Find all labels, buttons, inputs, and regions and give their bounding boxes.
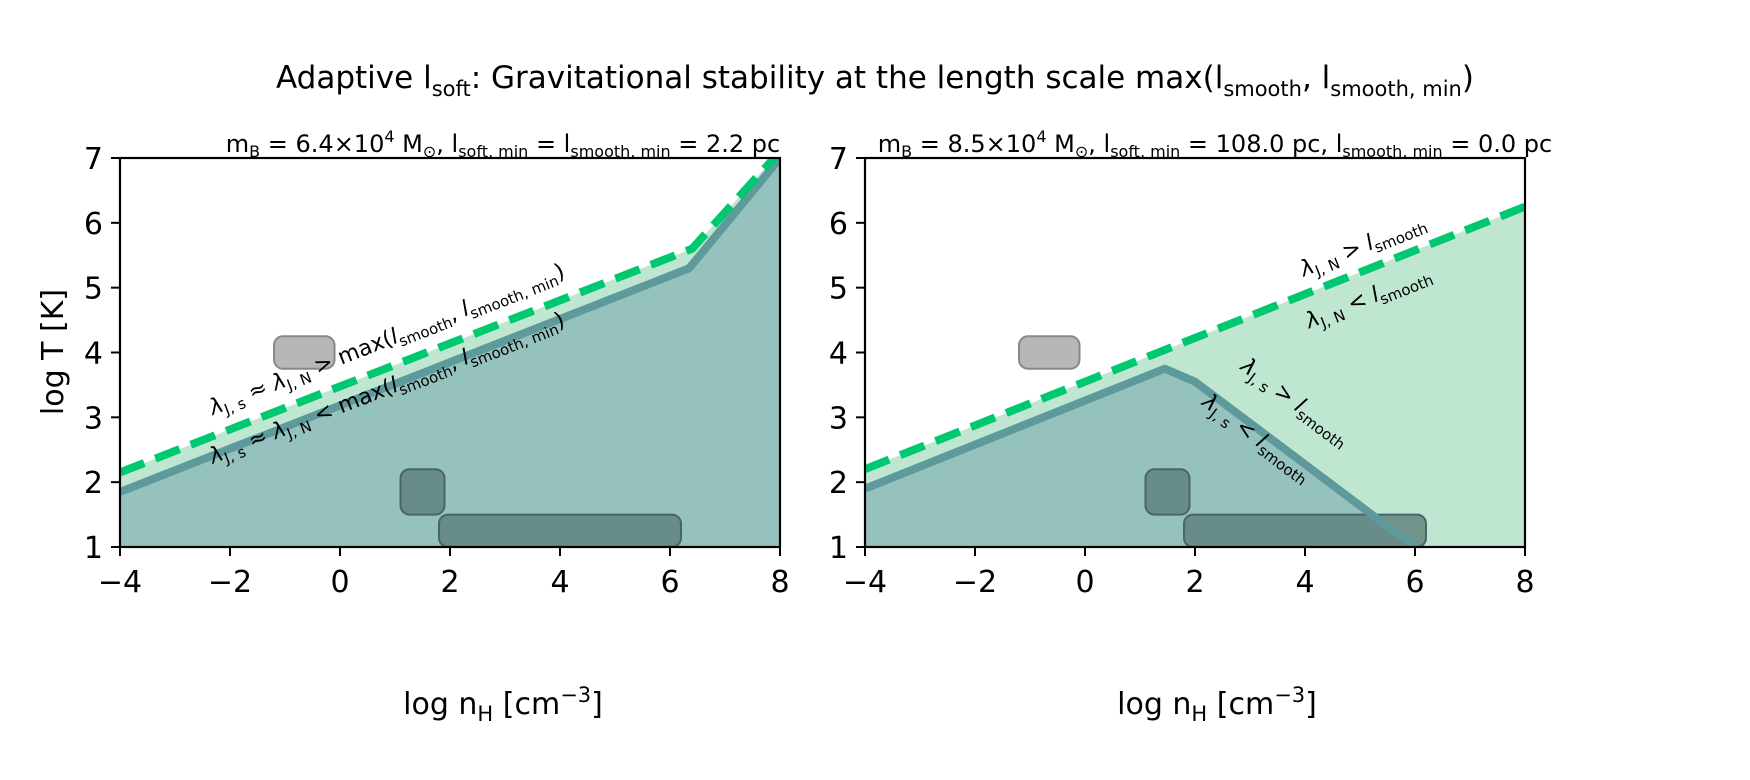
y-tick-label: 3 [84, 401, 103, 436]
panel-1-plot-area [120, 158, 780, 547]
dashed-green-line [865, 202, 1525, 473]
x-tick-label: 4 [1295, 565, 1314, 600]
y-tick-label: 5 [829, 272, 848, 307]
panel-2: −4 −2 0 2 4 6 8 1 2 3 4 5 6 7 [829, 142, 1535, 600]
figure-title: Adaptive lsoft: Gravitational stability … [276, 60, 1474, 101]
x-tick-label: −2 [953, 565, 997, 600]
y-tick-label: 1 [84, 531, 103, 566]
y-tick-label: 7 [829, 142, 848, 177]
y-tick-label: 1 [829, 531, 848, 566]
panel-2-x-axis-label: log nH [cm−3] [1117, 683, 1317, 726]
y-tick-label: 7 [84, 142, 103, 177]
x-tick-label: 4 [550, 565, 569, 600]
dark-box-2 [438, 513, 682, 547]
dark-box-1 [1144, 468, 1191, 516]
x-tick-label: 8 [770, 565, 789, 600]
x-tick-label: −4 [843, 565, 887, 600]
panel-1-title: mB = 6.4×104 M⊙, lsoft, min = lsmooth, m… [226, 127, 780, 161]
y-tick-label: 2 [829, 466, 848, 501]
dark-box-1 [399, 468, 446, 516]
light-box-0 [1018, 335, 1081, 370]
y-tick-label: 6 [84, 207, 103, 242]
x-tick-label: 0 [330, 565, 349, 600]
x-tick-label: 6 [1405, 565, 1424, 600]
y-tick-label: 3 [829, 401, 848, 436]
panel-2-plot-area [865, 202, 1525, 547]
y-tick-label: 6 [829, 207, 848, 242]
teal-boundary-line [120, 158, 780, 496]
teal-region [865, 368, 1415, 547]
x-tick-label: 2 [1185, 565, 1204, 600]
x-tick-label: −2 [208, 565, 252, 600]
panel-1: −4 −2 0 2 4 6 8 1 2 3 4 5 6 7 [84, 142, 790, 600]
x-tick-label: 0 [1075, 565, 1094, 600]
y-tick-label: 4 [84, 337, 103, 372]
teal-boundary-line [865, 364, 1418, 547]
dashed-green-line [120, 158, 780, 477]
y-tick-label: 4 [829, 337, 848, 372]
light-box-0 [273, 335, 336, 370]
y-tick-label: 2 [84, 466, 103, 501]
panel-1-x-axis-label: log nH [cm−3] [403, 683, 603, 726]
x-tick-label: 2 [440, 565, 459, 600]
y-axis-label: log T [K] [36, 289, 71, 415]
teal-region [120, 158, 780, 547]
x-tick-label: −4 [98, 565, 142, 600]
y-tick-label: 5 [84, 272, 103, 307]
x-tick-label: 6 [660, 565, 679, 600]
x-tick-label: 8 [1515, 565, 1534, 600]
panel-2-title: mB = 8.5×104 M⊙, lsoft, min = 108.0 pc, … [878, 127, 1552, 161]
